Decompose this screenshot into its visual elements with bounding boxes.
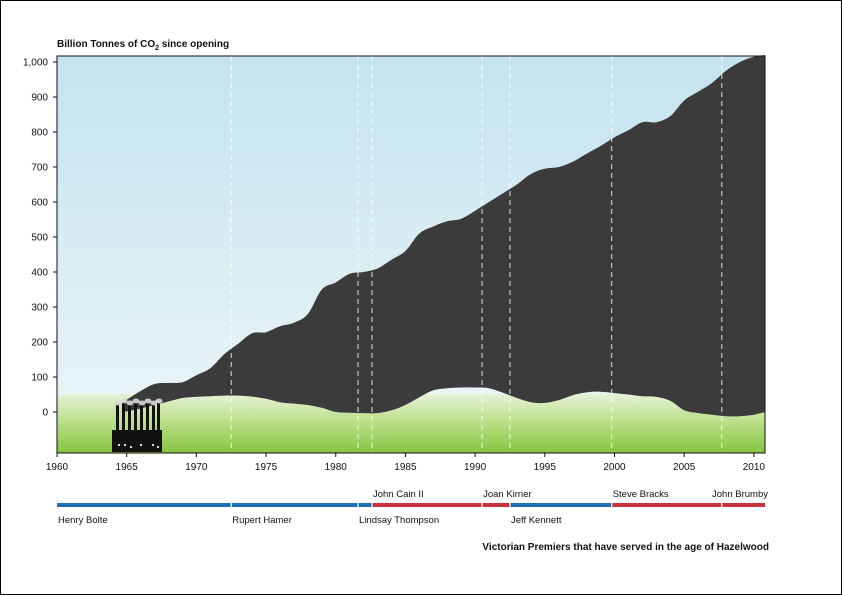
premier-label: Joan Kirner (483, 489, 532, 500)
term-bar (509, 503, 612, 507)
ground-background (57, 394, 765, 453)
steam-puff (155, 398, 163, 404)
term-bar (482, 503, 510, 507)
x-tick-label: 1985 (394, 462, 417, 473)
steam-puff (126, 400, 134, 406)
premiers-caption: Victorian Premiers that have served in t… (482, 542, 769, 553)
y-tick-label: 100 (31, 373, 48, 384)
factory-window (152, 444, 154, 446)
y-tick-label: 1,000 (23, 58, 48, 69)
factory-window (157, 446, 159, 448)
premier-timeline: Henry Bolte Rupert Hamer Lindsay Thompson J… (57, 489, 768, 526)
steam-puff (120, 398, 128, 404)
premier-label: Henry Bolte (58, 515, 108, 526)
term-bar (371, 503, 483, 507)
x-axis-ticks: 1960 1965 1970 1975 1980 1985 1990 1995 2000 2005… (46, 453, 766, 473)
chimney (152, 404, 155, 432)
y-tick-label: 500 (31, 233, 48, 244)
premier-label: Lindsay Thompson (359, 515, 439, 526)
power-station-icon (112, 398, 163, 452)
x-tick-label: 1965 (116, 462, 139, 473)
chimney (157, 402, 160, 430)
premier-label: Jeff Kennett (511, 515, 562, 526)
y-tick-label: 0 (42, 408, 48, 419)
x-tick-label: 1975 (255, 462, 278, 473)
chimney (140, 404, 143, 432)
chart-title: Billion Tonnes of CO2 since opening (57, 39, 229, 52)
y-tick-label: 700 (31, 163, 48, 174)
x-tick-label: 1995 (534, 462, 557, 473)
term-bar (231, 503, 359, 507)
y-axis-ticks: 1,000 900 800 700 600 500 400 300 200 100 0 (23, 58, 57, 419)
x-tick-label: 1990 (464, 462, 487, 473)
plot-border (56, 55, 766, 454)
steam-puff (144, 398, 152, 404)
premier-label: Rupert Hamer (232, 515, 292, 526)
factory-window (124, 444, 126, 446)
chimney (146, 402, 149, 430)
x-tick-label: 1980 (325, 462, 348, 473)
factory-building (112, 430, 162, 452)
x-tick-label: 1970 (185, 462, 208, 473)
steam-puff (138, 400, 146, 406)
y-tick-label: 900 (31, 93, 48, 104)
y-tick-label: 800 (31, 128, 48, 139)
term-divider-lines (230, 56, 723, 453)
y-tick-label: 300 (31, 303, 48, 314)
x-tick-label: 2010 (743, 462, 766, 473)
steam-puff (114, 400, 122, 406)
steam-puff (132, 398, 140, 404)
term-bar (721, 503, 765, 507)
term-bar (57, 503, 232, 507)
factory-window (118, 444, 120, 446)
x-tick-label: 1960 (46, 462, 69, 473)
factory-window (140, 444, 142, 446)
premier-label: John Brumby (712, 489, 768, 500)
y-tick-label: 400 (31, 268, 48, 279)
x-tick-label: 2005 (673, 462, 696, 473)
y-tick-label: 600 (31, 198, 48, 209)
x-tick-label: 2000 (603, 462, 626, 473)
premier-label: John Cain II (373, 489, 424, 500)
y-tick-label: 200 (31, 338, 48, 349)
chimney (122, 402, 125, 430)
factory-window (130, 446, 132, 448)
cumulative-emissions-area (123, 55, 765, 417)
chimney (134, 402, 137, 430)
term-bar (358, 503, 372, 507)
premier-label: Steve Bracks (613, 489, 669, 500)
chimney (116, 404, 119, 432)
term-bar (611, 503, 722, 507)
chimney (128, 404, 131, 432)
